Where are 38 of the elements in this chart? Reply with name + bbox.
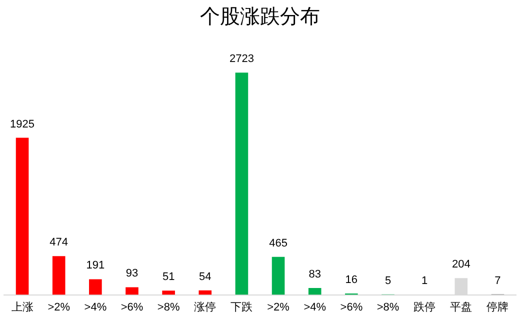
x-tick-label: >8% [157, 301, 180, 314]
bar [89, 279, 102, 295]
bar [126, 287, 138, 295]
chart-title: 个股涨跌分布 [200, 4, 320, 28]
x-tick-label: 涨停 [194, 301, 216, 314]
x-tick-label: 下跌 [230, 301, 253, 314]
data-label: 2723 [229, 53, 254, 66]
data-label: 191 [86, 260, 105, 272]
bar [52, 256, 66, 295]
x-tick-label: 停牌 [486, 301, 509, 314]
bar [308, 288, 322, 295]
data-label: 16 [345, 274, 358, 286]
data-label: 1925 [10, 118, 35, 130]
bar [162, 290, 175, 295]
data-label: 5 [384, 274, 392, 287]
x-tick-label: >2% [48, 301, 70, 314]
data-label: 474 [50, 236, 68, 249]
data-label: 51 [162, 271, 175, 284]
data-label: 83 [308, 268, 321, 281]
bar [272, 256, 285, 295]
data-label: 54 [199, 270, 212, 283]
bar [16, 138, 29, 295]
data-label: 93 [126, 268, 138, 280]
data-label: 204 [452, 258, 470, 271]
x-tick-label: 平盘 [450, 301, 472, 314]
x-tick-label: >8% [376, 301, 400, 314]
data-label: 465 [269, 237, 288, 250]
x-tick-label: >4% [84, 301, 107, 314]
x-tick-label: >4% [304, 301, 326, 314]
data-label: 7 [494, 274, 501, 287]
data-label: 1 [422, 275, 428, 288]
x-tick-label: >6% [340, 301, 363, 314]
x-tick-label: 跌停 [414, 301, 436, 314]
x-tick-label: 上涨 [11, 300, 34, 314]
bar [235, 72, 248, 295]
x-tick-label: >2% [267, 301, 290, 314]
bar [198, 290, 212, 295]
x-tick-label: >6% [120, 301, 144, 314]
